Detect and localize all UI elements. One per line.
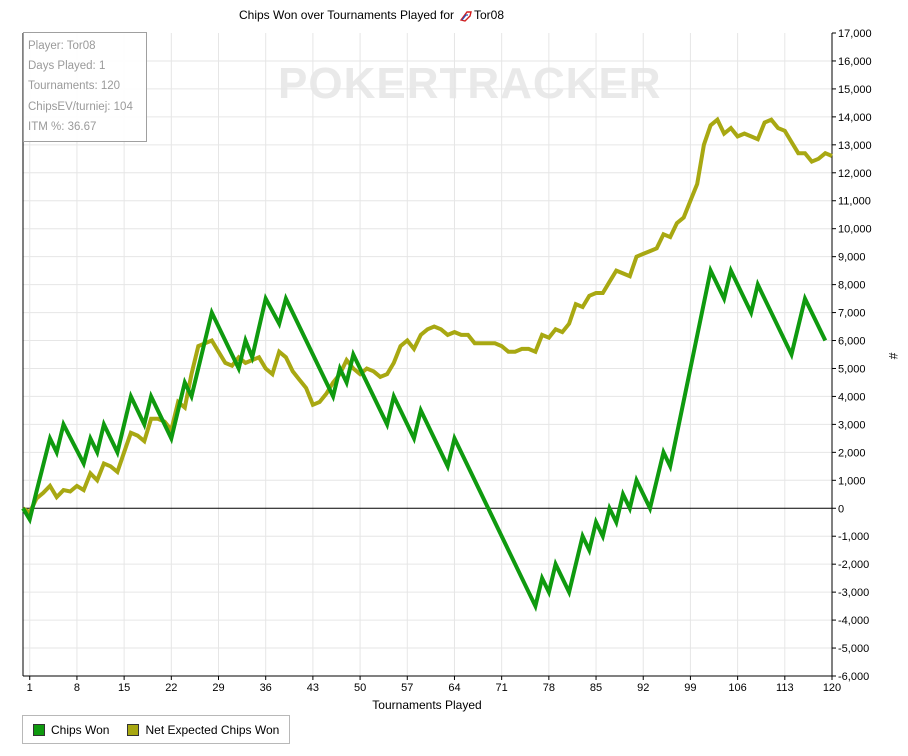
y-tick-label: 12,000 (838, 168, 872, 180)
series-line-chips-won (21, 264, 828, 613)
series-layer (21, 116, 833, 613)
x-tick-label: 71 (496, 682, 508, 694)
player-site-icon (459, 11, 472, 22)
legend-item-chips-won[interactable]: Chips Won (33, 723, 109, 737)
x-tick-label: 15 (118, 682, 130, 694)
pokertracker-watermark: POKERTRACKER (278, 59, 662, 108)
y-tick-label: 10,000 (838, 224, 872, 236)
stat-chipsev: ChipsEV/turniej: 104 (28, 100, 133, 113)
y-tick-label: 15,000 (838, 84, 872, 96)
y-tick-label: -4,000 (838, 615, 869, 627)
x-tick-label: 1 (27, 682, 33, 694)
x-tick-label: 64 (448, 682, 460, 694)
legend-label-chips-won: Chips Won (51, 722, 110, 737)
stat-player: Player: Tor08 (28, 40, 96, 52)
legend-label-net-expected: Net Expected Chips Won (145, 722, 280, 737)
stat-itm: ITM %: 36.67 (28, 120, 97, 133)
series-line-net-expected-chips-won (21, 116, 833, 516)
x-tick-label: 85 (590, 682, 602, 694)
y-axis-title: # (886, 353, 900, 360)
x-tick-label: 36 (260, 682, 272, 694)
y-tick-label: 5,000 (838, 363, 866, 375)
y-tick-label: 3,000 (838, 419, 866, 431)
x-tick-label: 50 (354, 682, 366, 694)
x-tick-label: 78 (543, 682, 555, 694)
x-tick-label: 113 (776, 682, 794, 694)
x-tick-label: 99 (684, 682, 696, 694)
y-tick-label: -3,000 (838, 587, 869, 599)
y-tick-label: -2,000 (838, 559, 869, 571)
y-tick-label: 2,000 (838, 447, 866, 459)
legend-item-net-expected[interactable]: Net Expected Chips Won (127, 723, 279, 737)
y-tick-label: 6,000 (838, 336, 866, 348)
y-tick-label: 4,000 (838, 391, 866, 403)
y-tick-label: -1,000 (838, 531, 869, 543)
x-tick-label: 57 (401, 682, 413, 694)
y-tick-label: 17,000 (838, 28, 872, 40)
y-tick-label: 16,000 (838, 56, 872, 68)
y-tick-label: 8,000 (838, 280, 866, 292)
legend: Chips Won Net Expected Chips Won (22, 715, 291, 744)
stat-tournaments: Tournaments: 120 (28, 80, 121, 93)
y-tick-label: 1,000 (838, 475, 866, 487)
x-tick-label: 92 (637, 682, 649, 694)
legend-swatch-net-expected (127, 723, 140, 736)
y-tick-label: -5,000 (838, 643, 869, 655)
x-tick-label: 106 (728, 682, 746, 694)
legend-swatch-chips-won (33, 723, 45, 736)
chart-title-player: Tor08 (474, 8, 504, 22)
y-tick-label: 13,000 (838, 140, 872, 152)
y-tick-label: -6,000 (838, 671, 869, 683)
y-tick-label: 7,000 (838, 308, 866, 320)
chart-title: Chips Won over Tournaments Played for (239, 8, 454, 22)
x-tick-label: 8 (74, 682, 80, 694)
x-tick-label: 22 (165, 682, 177, 694)
y-tick-label: 11,000 (838, 196, 871, 208)
x-axis-title: Tournaments Played (372, 698, 481, 712)
x-tick-label: 43 (307, 682, 319, 694)
x-axis-ticks: 1 8 15 22 29 36 43 50 57 64 71 78 85 92 99 106 113 120 (27, 676, 841, 694)
y-axis-ticks: 17,000 16,000 15,000 14,000 13,000 12,000 11,0… (832, 28, 872, 683)
y-tick-label: 0 (838, 503, 844, 515)
player-stats-box: Player: Tor08 Days Played: 1 Tournaments… (23, 32, 147, 142)
x-tick-label: 120 (823, 682, 841, 694)
y-tick-label: 9,000 (838, 252, 866, 264)
stat-days-played: Days Played: 1 (28, 60, 106, 73)
x-tick-label: 29 (212, 682, 224, 694)
y-tick-label: 14,000 (838, 112, 872, 124)
